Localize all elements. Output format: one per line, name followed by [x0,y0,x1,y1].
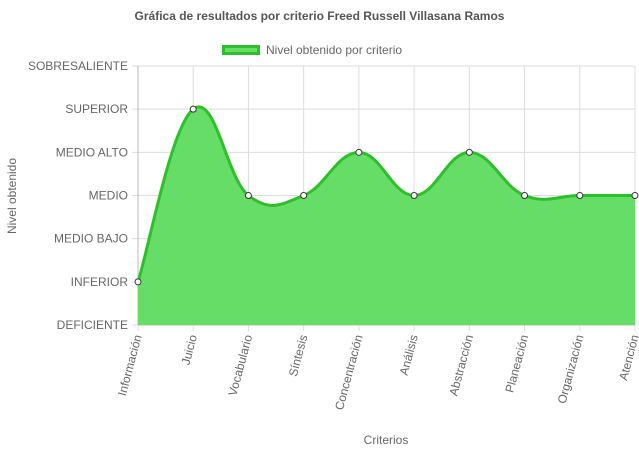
data-point-abstracción [465,148,473,156]
x-tick-label: Vocabulario [225,333,255,398]
y-tick-label: INFERIOR [71,275,129,289]
y-tick-label: MEDIO [89,189,128,203]
data-point-juicio [189,105,197,113]
x-tick-label: Análisis [397,333,421,377]
data-point-concentración [355,148,363,156]
data-point-análisis [410,192,418,199]
legend-label: Nivel obtenido por criterio [266,43,403,57]
legend[interactable]: Nivel obtenido por criterio [222,42,402,58]
legend-swatch [222,45,260,55]
x-tick-label: Abstracción [446,333,476,397]
x-tick-label: Concentración [332,333,366,411]
x-axis-label: Criterios [363,433,409,447]
data-point-organización [576,192,584,199]
x-tick-label: Juicio [179,333,201,367]
x-tick-label: Información [115,333,145,397]
y-tick-label: SUPERIOR [65,102,128,116]
x-tick-label: Síntesis [286,333,311,378]
x-tick-label: Atención [616,333,639,382]
data-point-atención [631,192,639,199]
y-tick-label: SOBRESALIENTE [28,59,128,73]
data-point-síntesis [300,192,308,199]
chart-title: Gráfica de resultados por criterio Freed… [134,9,505,23]
series-area-fill [138,106,635,325]
y-tick-label: MEDIO ALTO [56,145,128,159]
x-tick-label: Planeación [502,333,531,394]
data-point-información [134,278,142,286]
y-tick-label: DEFICIENTE [57,318,128,332]
x-tick-label: Organización [555,333,587,405]
data-point-planeación [521,192,529,199]
y-tick-label: MEDIO BAJO [54,232,128,246]
data-point-vocabulario [244,192,252,199]
